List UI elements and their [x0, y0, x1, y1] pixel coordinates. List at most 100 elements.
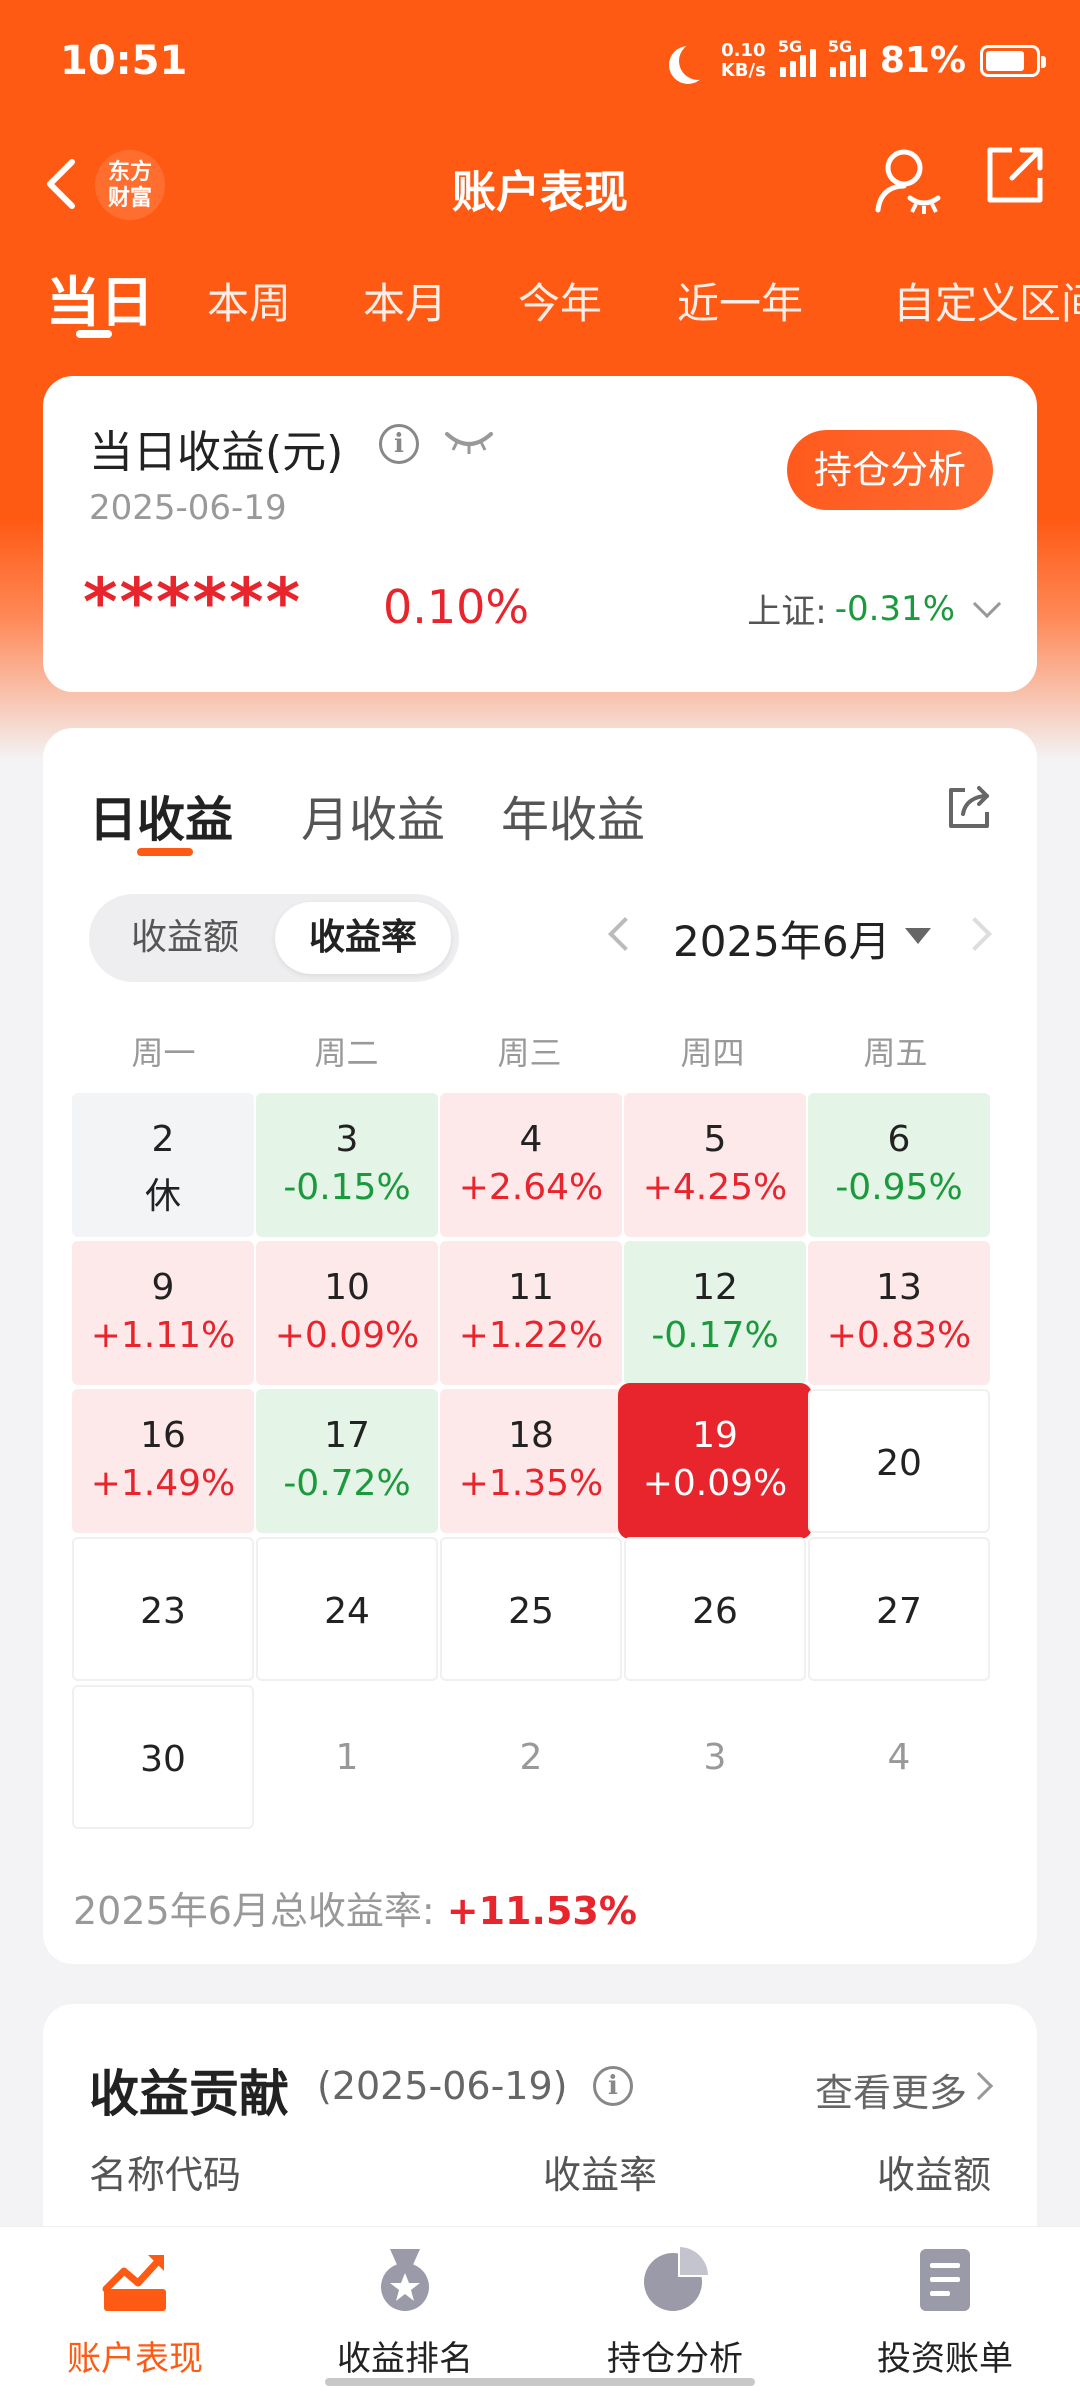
- info-icon[interactable]: i: [379, 424, 419, 464]
- do-not-disturb-icon: [679, 42, 717, 80]
- month-selector[interactable]: 2025年6月: [673, 917, 891, 966]
- calendar-day-cell[interactable]: 20: [808, 1389, 990, 1533]
- index-comparison[interactable]: 上证: -0.31%: [747, 584, 1002, 633]
- calendar-day-cell[interactable]: 10 +0.09%: [256, 1241, 438, 1385]
- daily-summary-card: 当日收益(元) i 2025-06-19 ****** 0.10% 上证: -0…: [43, 376, 1037, 692]
- tab-monthly-profit[interactable]: 月收益: [301, 792, 446, 848]
- calendar-day-cell[interactable]: 13 +0.83%: [808, 1241, 990, 1385]
- day-number: 23: [140, 1591, 186, 1632]
- tab-yearly-profit[interactable]: 年收益: [501, 792, 646, 848]
- calendar-day-cell[interactable]: 30: [72, 1685, 254, 1829]
- calendar-day-cell[interactable]: 16 +1.49%: [72, 1389, 254, 1533]
- share-icon[interactable]: [945, 784, 993, 832]
- daily-profit-label: 当日收益(元): [89, 427, 344, 478]
- info-icon[interactable]: i: [593, 2066, 633, 2106]
- calendar-day-cell[interactable]: 3 -0.15%: [256, 1093, 438, 1237]
- calendar-day-cell[interactable]: 9 +1.11%: [72, 1241, 254, 1385]
- tab-indicator: [76, 330, 112, 338]
- eye-closed-icon[interactable]: [443, 428, 495, 458]
- weekday-header: 周三: [497, 1034, 562, 1072]
- medal-icon: [381, 2249, 429, 2311]
- index-value: -0.31%: [834, 588, 955, 629]
- nav-investment-statement[interactable]: 投资账单: [810, 2245, 1080, 2380]
- day-number: 4: [887, 1737, 911, 1778]
- column-header-name[interactable]: 名称代码: [89, 2153, 242, 2197]
- calendar-day-cell[interactable]: 23: [72, 1537, 254, 1681]
- tab-this-year[interactable]: 今年: [518, 279, 603, 328]
- dropdown-caret-icon[interactable]: [905, 928, 931, 944]
- tab-this-month[interactable]: 本月: [363, 279, 448, 328]
- nav-holding-analysis[interactable]: 持仓分析: [540, 2245, 810, 2380]
- calendar-day-cell[interactable]: 27: [808, 1537, 990, 1681]
- bottom-nav: 账户表现 收益排名 持仓分析 投资账单: [0, 2226, 1080, 2392]
- column-header-amount[interactable]: 收益额: [876, 2153, 991, 2197]
- day-number: 17: [324, 1415, 370, 1456]
- nav-account-performance[interactable]: 账户表现: [0, 2245, 270, 2380]
- calendar-day-cell[interactable]: 4 +2.64%: [440, 1093, 622, 1237]
- toggle-amount[interactable]: 收益额: [130, 917, 239, 958]
- daily-rate: 0.10%: [383, 580, 530, 634]
- calendar-day-cell[interactable]: 3: [624, 1685, 806, 1829]
- calendar-day-cell[interactable]: 24: [256, 1537, 438, 1681]
- day-number: 6: [887, 1119, 911, 1160]
- day-number: 30: [140, 1739, 186, 1780]
- calendar-day-cell[interactable]: 2: [440, 1685, 622, 1829]
- chevron-right-icon[interactable]: [964, 2071, 994, 2101]
- day-number: 10: [324, 1267, 370, 1308]
- index-label: 上证:: [747, 592, 827, 632]
- net-speed: 0.10 KB/s: [720, 40, 766, 81]
- calendar-day-cell[interactable]: 17 -0.72%: [256, 1389, 438, 1533]
- nav-label: 收益排名: [337, 2339, 473, 2379]
- battery-icon: [980, 44, 1046, 77]
- sim2-label: 5G: [827, 36, 853, 56]
- nav-label: 持仓分析: [607, 2339, 743, 2379]
- summary-date: 2025-06-19: [89, 488, 287, 528]
- day-rate: +2.64%: [458, 1167, 604, 1208]
- day-number: 3: [335, 1119, 359, 1160]
- tab-today[interactable]: 当日: [46, 271, 154, 334]
- holding-analysis-button[interactable]: 持仓分析: [787, 430, 993, 510]
- day-number: 20: [876, 1443, 922, 1484]
- calendar-day-cell[interactable]: 5 +4.25%: [624, 1093, 806, 1237]
- tab-daily-profit[interactable]: 日收益: [89, 792, 234, 848]
- tab-last-year[interactable]: 近一年: [677, 279, 804, 328]
- contribution-title: 收益贡献: [89, 2065, 289, 2123]
- status-time: 10:51: [60, 38, 188, 84]
- logo-line2: 财富: [107, 186, 152, 211]
- day-rate: +1.11%: [90, 1315, 236, 1356]
- signal-icon: 5G: [828, 37, 866, 77]
- nav-profit-ranking[interactable]: 收益排名: [270, 2245, 540, 2380]
- calendar-day-cell[interactable]: 11 +1.22%: [440, 1241, 622, 1385]
- user-hide-icon[interactable]: [872, 140, 942, 220]
- contribution-date: (2025-06-19): [317, 2064, 568, 2108]
- tab-this-week[interactable]: 本周: [207, 279, 292, 328]
- day-number: 11: [508, 1267, 554, 1308]
- day-rate: +0.83%: [826, 1315, 972, 1356]
- chevron-down-icon: [972, 589, 1002, 618]
- net-speed-unit: KB/s: [720, 59, 766, 81]
- tab-custom-range[interactable]: 自定义区间: [893, 279, 1080, 328]
- day-number: 27: [876, 1591, 922, 1632]
- next-month-icon[interactable]: [958, 917, 992, 951]
- home-indicator: [325, 2378, 755, 2386]
- calendar-day-cell[interactable]: 18 +1.35%: [440, 1389, 622, 1533]
- calendar-day-cell[interactable]: 1: [256, 1685, 438, 1829]
- sim1-label: 5G: [777, 36, 803, 56]
- prev-month-icon[interactable]: [608, 917, 642, 951]
- calendar-day-cell[interactable]: 12 -0.17%: [624, 1241, 806, 1385]
- calendar-day-cell[interactable]: 6 -0.95%: [808, 1093, 990, 1237]
- share-icon[interactable]: [982, 142, 1048, 208]
- day-number: 9: [151, 1267, 175, 1308]
- weekday-header: 周四: [680, 1034, 745, 1072]
- calendar-day-cell[interactable]: 4: [808, 1685, 990, 1829]
- calendar-day-cell[interactable]: 26: [624, 1537, 806, 1681]
- calendar-day-cell[interactable]: 19 +0.09%: [624, 1389, 806, 1533]
- day-number: 13: [876, 1267, 922, 1308]
- day-rate: +0.09%: [274, 1315, 420, 1356]
- toggle-rate[interactable]: 收益率: [275, 902, 451, 974]
- column-header-rate[interactable]: 收益率: [543, 2153, 658, 2197]
- back-arrow-icon[interactable]: [38, 152, 92, 216]
- calendar-day-cell[interactable]: 25: [440, 1537, 622, 1681]
- view-more-link[interactable]: 查看更多: [814, 2071, 967, 2115]
